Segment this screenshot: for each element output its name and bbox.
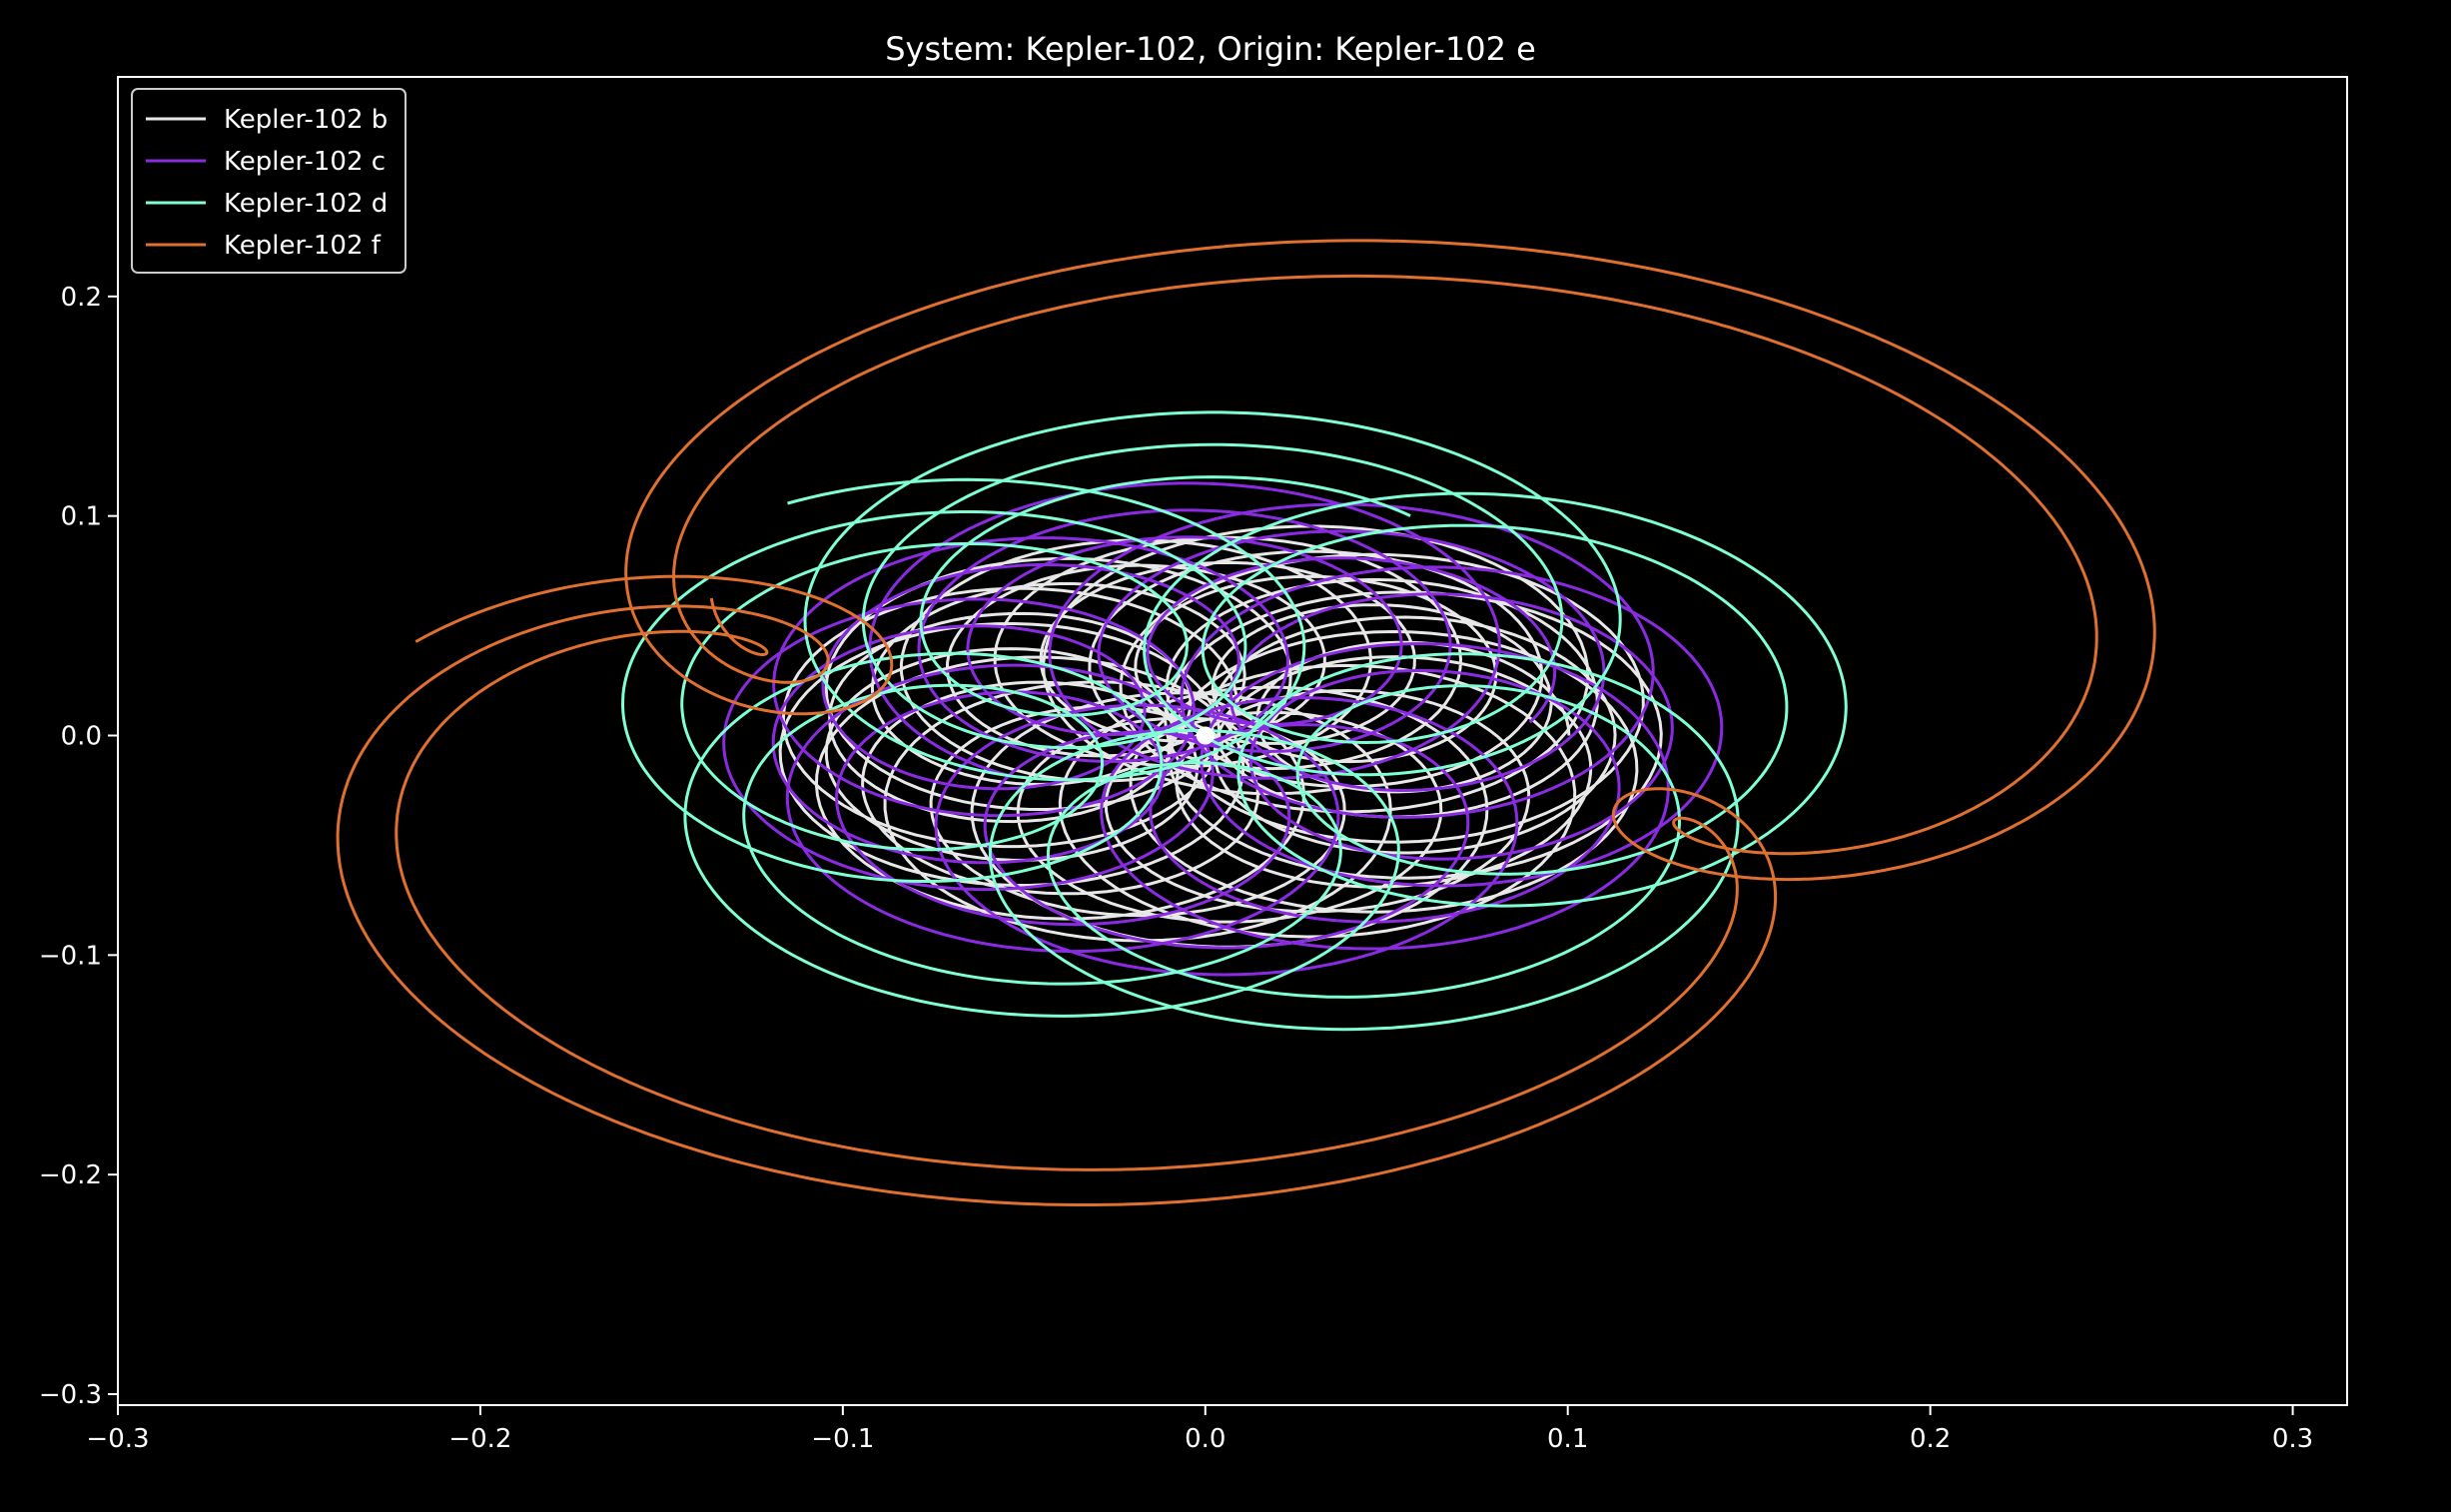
origin-marker — [1196, 726, 1215, 745]
y-tick-label: −0.1 — [39, 941, 102, 971]
series-group — [336, 239, 2156, 1206]
axes: −0.3 −0.2 −0.1 0.0 0.1 0.2 0.3 −0.3 −0.2 −0.1 0.0 0… — [39, 76, 2348, 1454]
x-tick-label: −0.2 — [448, 1424, 511, 1454]
y-tick-label: 0.0 — [61, 722, 102, 752]
x-tick-label: 0.3 — [2272, 1424, 2313, 1454]
series-line-4 — [336, 239, 2156, 1206]
y-tick-label: 0.2 — [61, 283, 102, 313]
x-tick-label: 0.0 — [1185, 1424, 1226, 1454]
x-tick-label: −0.1 — [811, 1424, 874, 1454]
y-tick-label: 0.1 — [61, 502, 102, 532]
legend-label: Kepler-102 c — [224, 147, 386, 177]
legend-box — [131, 88, 407, 274]
series-line-3 — [620, 410, 1848, 1032]
plot-frame — [117, 76, 2348, 1406]
plot-area — [336, 239, 2156, 1206]
y-tick-label: −0.2 — [39, 1160, 102, 1190]
series-line-2 — [722, 481, 1724, 977]
legend: Kepler-102 b Kepler-102 c Kepler-102 d Kepl… — [131, 88, 407, 274]
chart-title: System: Kepler-102, Origin: Kepler-102 e — [885, 30, 1536, 68]
legend-label: Kepler-102 b — [224, 105, 388, 135]
y-tick-label: −0.3 — [39, 1380, 102, 1410]
x-tick-label: 0.1 — [1547, 1424, 1588, 1454]
legend-label: Kepler-102 f — [224, 231, 382, 261]
legend-label: Kepler-102 d — [224, 189, 388, 219]
x-tick-label: 0.2 — [1910, 1424, 1951, 1454]
x-tick-label: −0.3 — [86, 1424, 149, 1454]
